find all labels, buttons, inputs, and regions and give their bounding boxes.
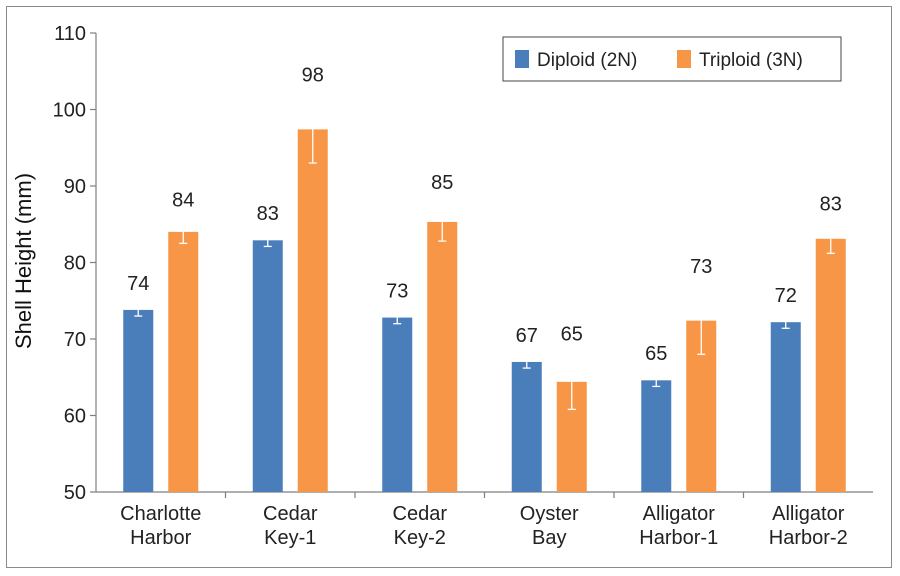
chart-frame: 50 60 70 80 90 100 110 Charlotte Harbor Cedar Key-… [6,6,892,568]
bar-chart: 50 60 70 80 90 100 110 Charlotte Harbor Cedar Key-… [11,23,873,549]
x-tick-label: Cedar Key-2 [393,503,448,549]
y-axis-title: Shell Height (mm) [11,173,36,349]
data-label: 67 [516,325,538,347]
y-tick-label: 100 [53,100,86,122]
legend: Diploid (2N) Triploid (3N) [502,36,842,82]
bars: 74 84 83 98 73 85 67 65 65 73 72 83 [123,65,846,492]
x-tick-label: Charlotte Harbor [120,503,201,549]
data-label: 85 [431,172,453,194]
bar [297,129,328,492]
legend-swatch [515,50,529,68]
data-label: 65 [645,343,667,365]
y-tick-label: 60 [64,406,86,428]
legend-label: Triploid (3N) [699,50,803,71]
data-label: 74 [127,273,149,295]
x-tick-label: Cedar Key-1 [263,503,318,549]
data-label: 84 [172,189,194,211]
data-label: 83 [257,203,279,225]
bar [511,361,542,492]
data-label: 72 [775,285,797,307]
data-label: 98 [302,65,324,87]
data-label: 73 [386,280,408,302]
bar [168,231,199,492]
y-tick-label: 70 [64,329,86,351]
x-tick-label: Oyster Bay [520,503,579,549]
y-tick-label: 80 [64,253,86,275]
legend-box [502,36,842,82]
data-label: 65 [561,323,583,345]
legend-swatch [677,50,691,68]
bar [252,240,283,492]
legend-label: Diploid (2N) [537,50,637,71]
bar [382,317,413,492]
data-label: 73 [690,256,712,278]
y-tick-label: 50 [64,482,86,504]
x-tick-label: Alligator Harbor-2 [769,503,848,549]
bar [770,322,801,492]
bar [815,238,846,492]
bar [123,309,154,492]
axes: 50 60 70 80 90 100 110 Charlotte Harbor Cedar Key-… [53,23,873,549]
y-tick-label: 90 [64,176,86,198]
x-tick-label: Alligator Harbor-1 [639,503,718,549]
data-label: 83 [820,193,842,215]
bar [427,221,458,492]
y-tick-label: 110 [54,23,86,45]
bar [641,380,672,492]
